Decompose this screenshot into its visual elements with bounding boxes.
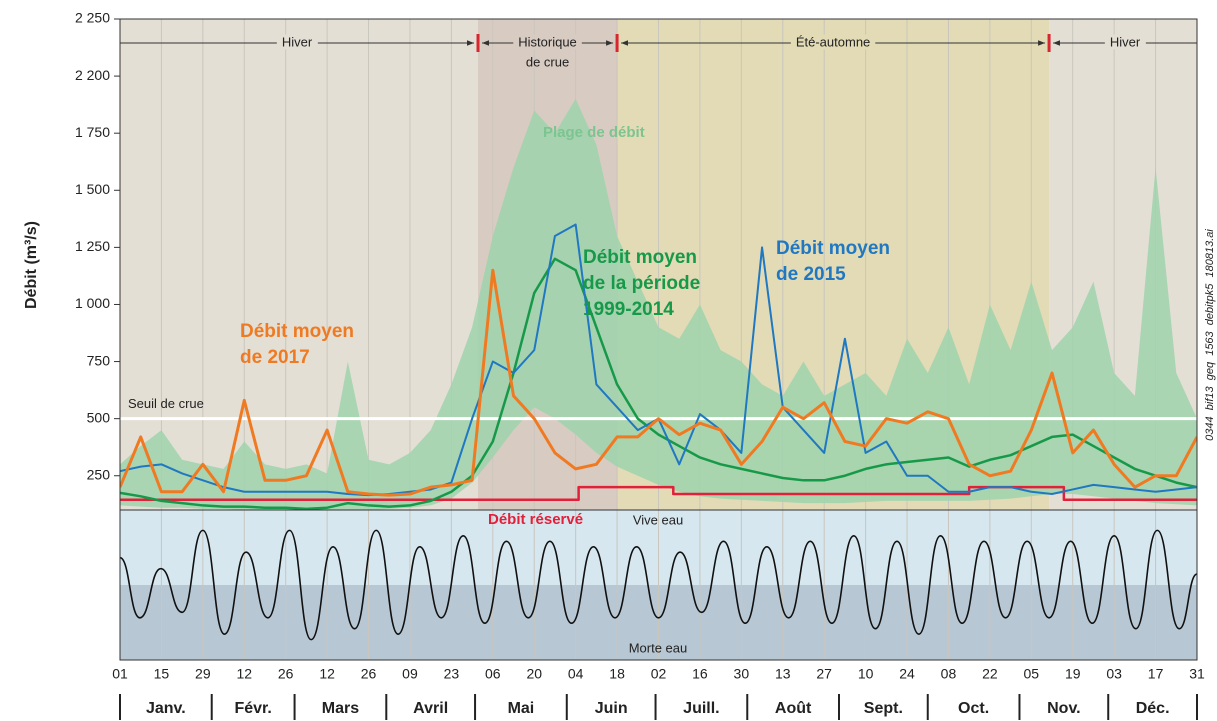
- month-label: Mai: [508, 700, 535, 717]
- series-label: Débit moyen: [776, 238, 890, 259]
- y-tick-label: 2 200: [75, 67, 110, 83]
- flow-range-area: [120, 98, 1197, 510]
- x-tick-label: 10: [858, 666, 874, 682]
- y-tick-label: 250: [87, 466, 111, 482]
- season-label: Hiver: [282, 34, 313, 49]
- x-tick-label: 22: [982, 666, 998, 682]
- x-tick-label: 16: [692, 666, 708, 682]
- season-boundary: [615, 34, 619, 52]
- y-tick-label: 1 250: [75, 238, 110, 254]
- file-note: 0344 bif13 geq 1563 debitpk5 180813.ai: [1204, 229, 1216, 441]
- data: [120, 98, 1197, 510]
- x-tick-label: 12: [319, 666, 335, 682]
- x-tick-label: 20: [526, 666, 542, 682]
- month-label: Juill.: [683, 700, 719, 717]
- x-tick-label: 17: [1148, 666, 1164, 682]
- y-tick-label: 1 750: [75, 124, 110, 140]
- flow-line: [120, 268, 1197, 497]
- y-tick-label: 1 500: [75, 181, 110, 197]
- series-label: Débit réservé: [488, 511, 583, 528]
- y-tick-label: 500: [87, 409, 111, 425]
- x-tick-label: 24: [899, 666, 915, 682]
- x-tick-label: 31: [1189, 666, 1205, 682]
- season-label: de crue: [526, 54, 569, 69]
- x-tick-label: 30: [734, 666, 750, 682]
- threshold-label: Seuil de crue: [128, 396, 204, 411]
- season-label-bg: [1104, 34, 1146, 50]
- season-label: Historique: [518, 34, 577, 49]
- season-boundary: [1047, 34, 1051, 52]
- x-tick-label: 03: [1106, 666, 1122, 682]
- series-label: Débit moyen: [583, 247, 697, 268]
- series-label: Débit moyen: [240, 321, 354, 342]
- x-tick-label: 15: [154, 666, 170, 682]
- reserved-flow-line: [120, 485, 1197, 501]
- y-axis-label: Débit (m³/s): [23, 221, 40, 309]
- overlay: 01 15 29 12 26 12 26 09 23 06 20 04 18 02 16 30 13 27 10 24…: [75, 10, 1205, 720]
- x-tick-label: 26: [361, 666, 377, 682]
- flow-line: [120, 257, 1197, 510]
- plot-frame: [119, 18, 1198, 661]
- month-label: Nov.: [1047, 700, 1080, 717]
- y-tick-label: 2 250: [75, 10, 110, 26]
- x-tick-label: 19: [1065, 666, 1081, 682]
- y-tick-label: 750: [87, 352, 111, 368]
- season-boundary: [476, 34, 480, 52]
- month-label: Févr.: [234, 700, 271, 717]
- season-band: [120, 19, 479, 510]
- month-label: Déc.: [1136, 700, 1170, 717]
- season-label: Été-automne: [796, 34, 870, 49]
- month-label: Sept.: [864, 700, 903, 717]
- x-tick-label: 05: [1024, 666, 1040, 682]
- x-tick-label: 13: [775, 666, 791, 682]
- season-label: Hiver: [1110, 34, 1141, 49]
- season-label-bg: [276, 34, 318, 50]
- month-label: Juin: [595, 700, 628, 717]
- x-tick-label: 02: [651, 666, 667, 682]
- x-tick-label: 23: [444, 666, 460, 682]
- x-tick-label: 09: [402, 666, 418, 682]
- x-tick-label: 29: [195, 666, 211, 682]
- series-label: de 2017: [240, 347, 310, 368]
- x-tick-label: 26: [278, 666, 294, 682]
- month-label: Août: [775, 700, 812, 717]
- series-label: 1999-2014: [583, 299, 674, 320]
- month-label: Avril: [413, 700, 448, 717]
- season-label-bg: [513, 34, 582, 50]
- x-tick-label: 18: [609, 666, 625, 682]
- y-tick-label: 1 000: [75, 295, 110, 311]
- x-tick-label: 04: [568, 666, 584, 682]
- x-tick-label: 27: [816, 666, 832, 682]
- x-tick-label: 06: [485, 666, 501, 682]
- series-label: Plage de débit: [543, 124, 645, 141]
- tide-label: Morte eau: [629, 640, 688, 655]
- x-tick-label: 12: [236, 666, 252, 682]
- series-label: de 2015: [776, 264, 846, 285]
- tide-label: Vive eau: [633, 512, 683, 527]
- month-label: Mars: [322, 700, 359, 717]
- season-label-bg: [790, 34, 876, 50]
- x-tick-label: 01: [112, 666, 128, 682]
- month-label: Oct.: [958, 700, 989, 717]
- tide-curve: [119, 529, 1198, 641]
- month-label: Janv.: [146, 700, 186, 717]
- series-label: de la période: [583, 273, 700, 294]
- x-tick-label: 08: [941, 666, 957, 682]
